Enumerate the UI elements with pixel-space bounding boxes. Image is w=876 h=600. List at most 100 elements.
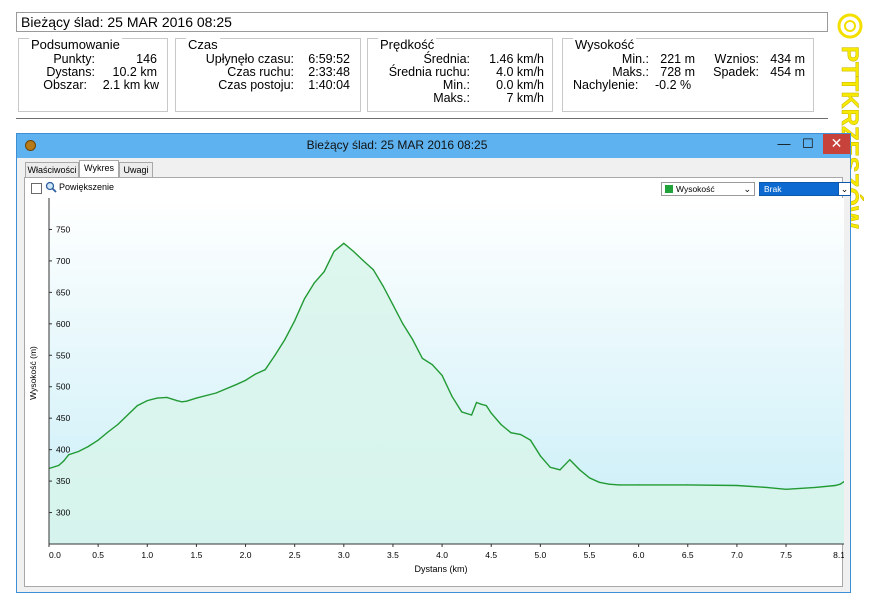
summary-value: 10.2 km [112, 65, 157, 79]
data-point [362, 260, 365, 262]
speed-label: Średnia: [423, 52, 470, 66]
data-point [186, 400, 188, 402]
secondary-series-select[interactable]: Brak ⌄ [759, 182, 851, 196]
section-divider [16, 118, 828, 119]
zoom-checkbox[interactable] [31, 183, 42, 194]
data-point [392, 304, 394, 306]
app-icon[interactable] [25, 140, 36, 151]
window-title: Bieżący ślad: 25 MAR 2016 08:25 [306, 138, 488, 152]
data-point [520, 433, 522, 436]
data-point [294, 320, 296, 322]
data-point [87, 445, 89, 448]
data-point [264, 369, 266, 371]
data-point [68, 454, 70, 456]
speed-value: 1.46 km/h [489, 52, 544, 66]
data-point [63, 460, 65, 462]
series-line-0 [48, 242, 844, 491]
y-axis: 300 350 400 450 500 550 600 650 700 750 [48, 198, 70, 544]
y-tick-label: 750 [56, 224, 70, 234]
series-select[interactable]: Wysokość ⌄ [661, 182, 755, 196]
maximize-button[interactable]: ☐ [802, 136, 814, 151]
data-point [785, 488, 787, 490]
data-point [372, 269, 374, 271]
data-point [510, 432, 512, 434]
zoom-label: Powiększenie [59, 182, 115, 192]
track-title-field: Bieżący ślad: 25 MAR 2016 08:25 [16, 12, 828, 32]
speed-value: 4.0 km/h [496, 65, 544, 79]
data-point [598, 481, 600, 483]
data-point [500, 423, 502, 426]
elevation-row-max: Maks.: 728 m Spadek: 454 m [563, 66, 815, 80]
data-point [421, 357, 423, 359]
speed-group: Prędkość Średnia: 1.46 km/h Średnia ruch… [367, 38, 553, 112]
data-point [441, 374, 443, 376]
summary-label: Obszar: [43, 78, 87, 92]
speed-value: 0.0 km/h [496, 78, 544, 92]
data-point [343, 242, 345, 244]
summary-label: Punkty: [53, 52, 95, 66]
chevron-down-icon: ⌄ [838, 183, 850, 195]
time-label: Czas postoju: [218, 78, 294, 92]
close-button[interactable]: ✕ [823, 134, 850, 154]
data-point [117, 423, 119, 426]
track-title: Bieżący ślad: 25 MAR 2016 08:25 [21, 14, 232, 30]
elevation-title: Wysokość [573, 37, 637, 52]
time-value: 6:59:52 [308, 52, 350, 66]
elevation-label: Maks.: [612, 65, 649, 79]
summary-row-distance: Dystans: 10.2 km [19, 66, 169, 80]
elevation-label: Wznios: [714, 52, 759, 66]
x-tick-label: 0.5 [92, 550, 104, 560]
data-point [608, 483, 610, 485]
x-tick-label: 4.5 [485, 550, 497, 560]
data-point [618, 484, 620, 486]
data-point [471, 414, 473, 416]
tab-properties[interactable]: Właściwości [25, 162, 79, 177]
x-tick-label: 1.0 [141, 550, 153, 560]
elevation-row-grade: Nachylenie: -0.2 % [563, 79, 815, 93]
data-point [284, 338, 286, 341]
data-point [274, 354, 276, 356]
data-point [107, 431, 109, 433]
data-point [181, 401, 183, 403]
data-point [156, 397, 158, 399]
data-point [765, 486, 768, 488]
window-titlebar[interactable]: Bieżący ślad: 25 MAR 2016 08:25 — ☐ ✕ [17, 134, 850, 158]
time-title: Czas [186, 37, 220, 52]
data-point [529, 439, 532, 441]
x-tick-label: 3.5 [387, 550, 399, 560]
data-point [480, 403, 482, 405]
data-point [451, 395, 453, 397]
data-point [382, 285, 384, 287]
x-axis-label: Dystans (km) [414, 564, 467, 574]
data-point [244, 379, 247, 381]
minimize-button[interactable]: — [777, 136, 791, 151]
time-value: 1:40:04 [308, 78, 350, 92]
elevation-label: Nachylenie: [573, 78, 639, 92]
data-point [402, 323, 404, 325]
data-point [736, 484, 738, 487]
speed-row-moving-avg: Średnia ruchu: 4.0 km/h [368, 66, 554, 80]
y-tick-label: 550 [56, 350, 70, 360]
tab-notes[interactable]: Uwagi [119, 162, 153, 177]
data-point [146, 400, 148, 402]
y-tick-label: 700 [56, 256, 70, 266]
speed-label: Średnia ruchu: [388, 65, 470, 79]
x-tick-label: 5.5 [584, 550, 596, 560]
elevation-label: Min.: [621, 52, 649, 66]
data-point [569, 459, 571, 461]
data-point [77, 450, 80, 453]
speed-label: Maks.: [433, 91, 470, 105]
y-axis-label: Wysokość (m) [28, 346, 38, 400]
tab-chart[interactable]: Wykres [79, 160, 119, 178]
y-tick-label: 300 [56, 508, 70, 518]
summary-value: 2.1 km kw [102, 78, 159, 92]
data-point [313, 282, 315, 284]
x-tick-label: 7.5 [780, 550, 792, 560]
data-point [58, 464, 60, 466]
elevation-value: 221 m [660, 52, 695, 66]
speed-title: Prędkość [378, 37, 437, 52]
speed-row-max: Maks.: 7 km/h [368, 92, 554, 106]
data-point [638, 484, 640, 486]
x-tick-label: 5.0 [534, 550, 546, 560]
elevation-row-min: Min.: 221 m Wznios: 434 m [563, 53, 815, 67]
